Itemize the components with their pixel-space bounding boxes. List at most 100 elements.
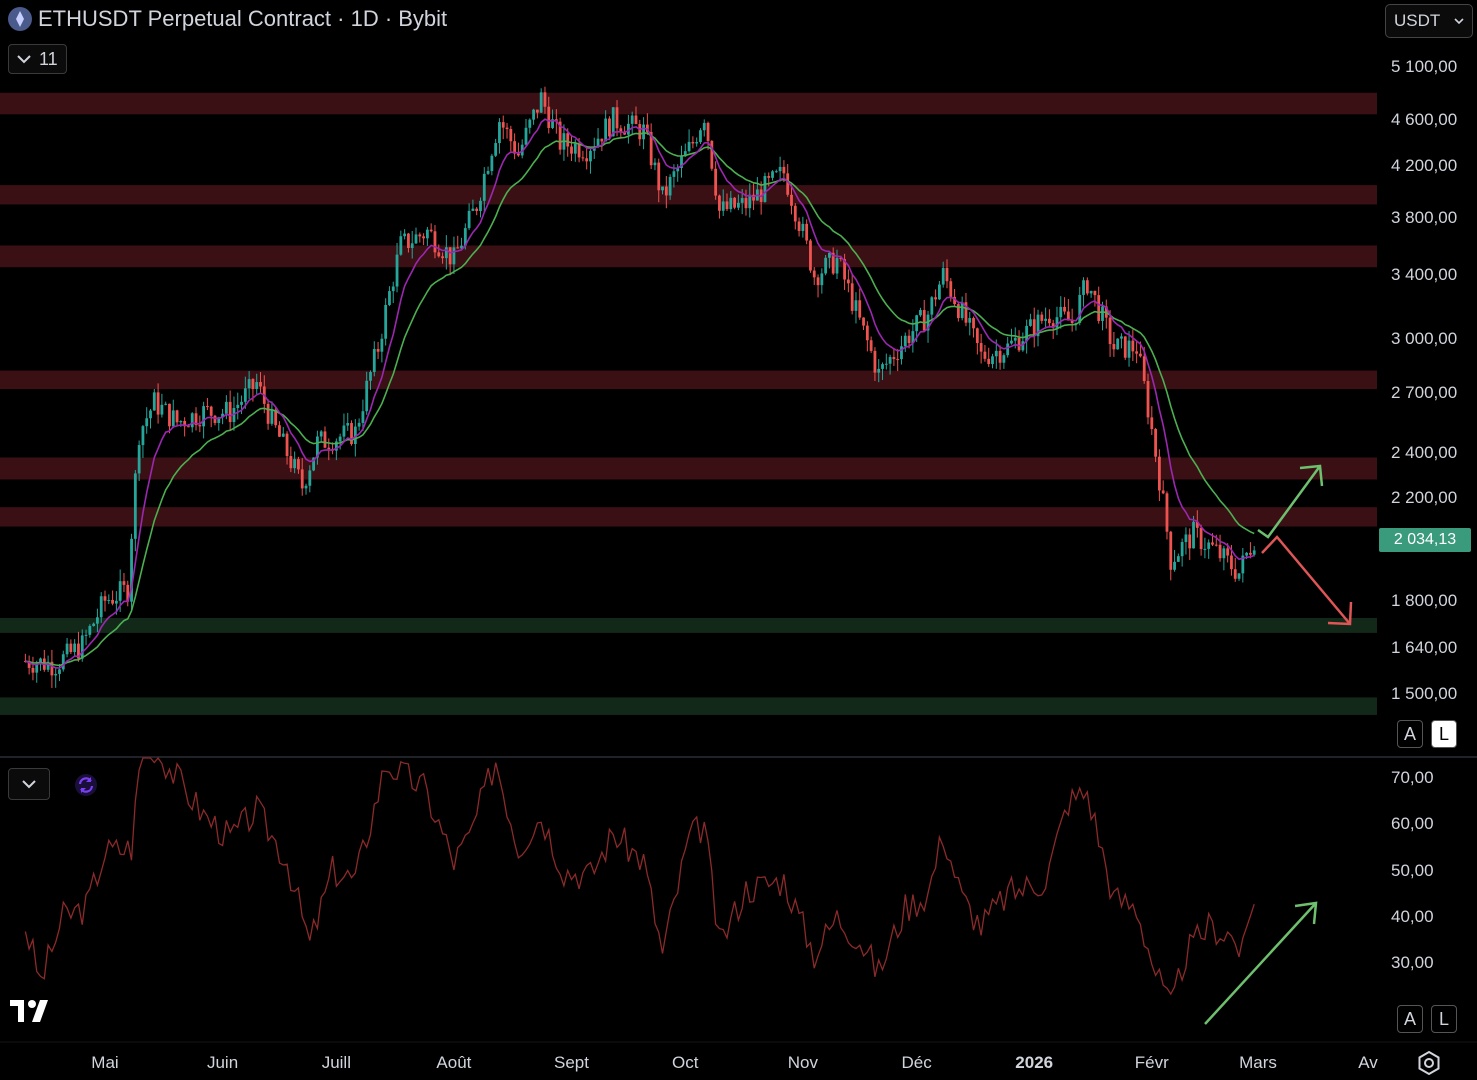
rsi-pane-collapse-button[interactable] [8,768,50,800]
price-tick-label: 3 800,00 [1391,207,1458,227]
candle [61,650,65,672]
candle-body [471,208,475,211]
candle-body [407,233,410,249]
candle [145,407,149,434]
auto-scale-button[interactable]: A [1397,720,1423,748]
candle [1010,328,1013,345]
candle-body [714,168,718,196]
candle [490,153,494,176]
candle-body [1112,344,1116,350]
candle [763,172,767,203]
candle-body [968,318,972,323]
candle [835,249,839,280]
candle-body [945,267,949,282]
candle-body [524,127,528,145]
candle [801,216,805,238]
candle-body [1066,311,1070,321]
time-tick-label: Mai [91,1053,119,1072]
candle [190,412,194,433]
candle-body [315,436,319,458]
candle-body [972,318,975,329]
candle [410,230,414,259]
candle-body [778,166,782,172]
candle-body [388,291,391,305]
candle [907,329,911,349]
last-price-tag: 2 034,13 [1379,528,1471,552]
candle [236,392,240,420]
candle-body [1146,381,1150,418]
candle-body [486,171,490,174]
price-tick-label: 4 200,00 [1391,156,1458,176]
candle [634,106,638,125]
candle-body [1211,542,1214,545]
candle-body [54,673,58,676]
candle-body [900,346,903,360]
candle [1180,538,1184,567]
candle-body [1252,550,1256,555]
candle [850,274,854,315]
candle-body [994,350,998,357]
candle [649,123,653,169]
indicator-count: 11 [39,48,58,69]
candle-body [585,158,589,162]
candle-body [702,122,706,131]
rsi-auto-scale-button[interactable]: A [1397,1005,1423,1033]
sync-icon[interactable] [74,773,98,797]
candle [964,293,968,327]
candle-body [505,127,509,130]
candle-body [1063,306,1066,312]
currency-select[interactable]: USDT [1385,4,1473,38]
candle [441,252,444,264]
gear-icon[interactable] [1416,1050,1442,1076]
candle [395,242,399,293]
candle-body [308,470,312,486]
candle-body [1173,561,1176,570]
candle [80,629,84,662]
candle-body [224,401,228,414]
candle [691,136,695,149]
candle-body [881,364,884,369]
price-tick-label: 3 400,00 [1391,264,1458,284]
log-scale-button[interactable]: L [1431,720,1457,748]
candle [353,419,357,457]
candle [611,107,615,137]
candle [1029,313,1032,327]
candle [748,183,752,218]
candle [501,115,505,140]
indicator-toggle[interactable]: 11 [8,44,67,74]
price-tick-label: 2 200,00 [1391,487,1458,507]
candle-body [39,658,42,665]
candle-body [429,229,433,232]
symbol-title[interactable]: ETHUSDT Perpetual Contract · 1D · Bybit [38,6,448,31]
candle-body [433,231,437,253]
candle [945,259,949,289]
candle-body [297,459,300,470]
candle [456,235,460,249]
candle [998,345,1002,370]
candle-body [865,325,869,341]
candle [824,254,828,276]
candle [217,416,221,431]
candle-body [467,210,471,229]
candle [551,109,554,130]
time-tick-label: Févr [1134,1053,1169,1072]
candle [399,230,403,256]
candle-body [903,335,907,347]
candle [388,286,391,307]
candle [452,236,456,275]
candle [369,370,372,390]
candle [657,158,661,203]
candle [380,333,384,363]
candle-body [73,643,77,653]
candle [1059,296,1063,329]
candle-body [1245,552,1249,556]
candle [956,301,960,322]
candle [736,194,740,211]
candle [683,143,687,157]
candle-body [551,119,554,128]
candle-body [130,538,133,602]
candle-body [160,404,164,415]
rsi-log-scale-button[interactable]: L [1431,1005,1457,1033]
candle-body [380,338,384,352]
